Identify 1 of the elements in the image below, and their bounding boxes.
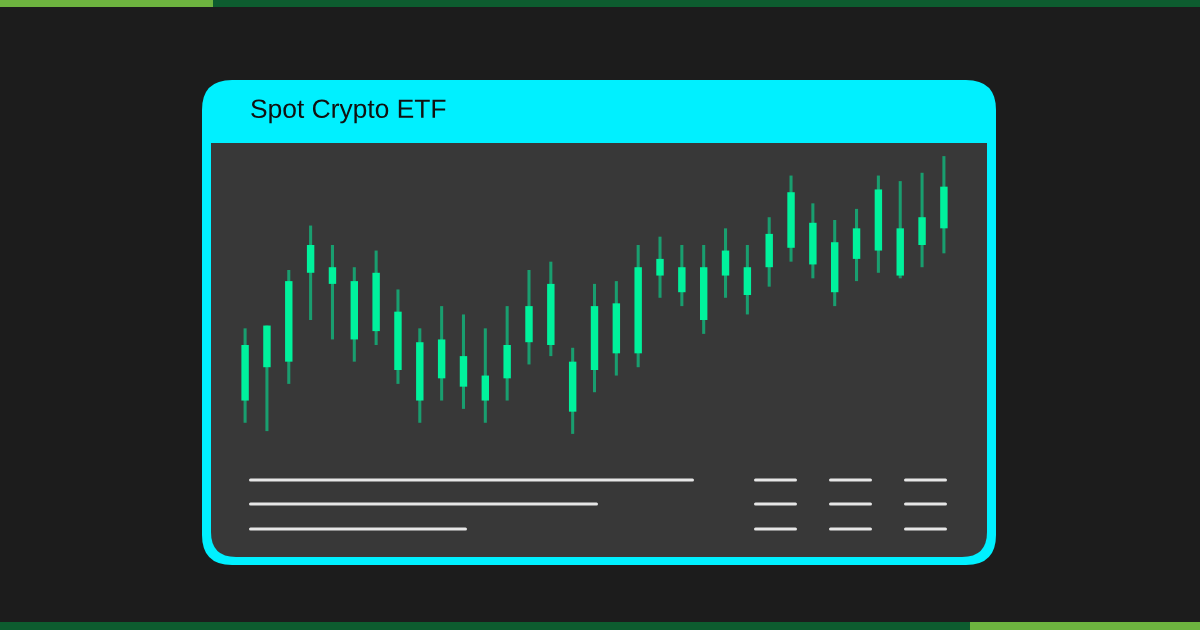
chart-title: Spot Crypto ETF (251, 99, 446, 124)
